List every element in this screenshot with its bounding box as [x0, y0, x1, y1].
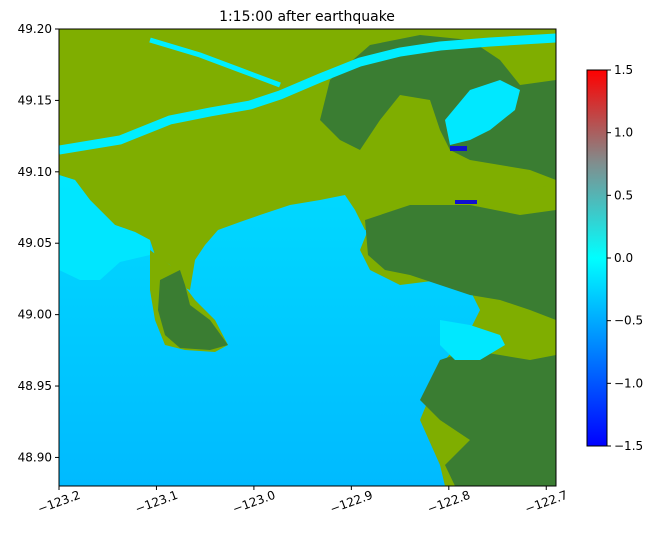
y-tick-label: 49.10	[18, 165, 52, 179]
colorbar-tick-label: 1.5	[614, 63, 633, 77]
y-tick-label: 49.05	[18, 236, 52, 250]
negative-anomaly-streak	[455, 200, 477, 204]
mud-bay-water	[445, 80, 520, 145]
colorbar-tick-label: 1.0	[614, 126, 633, 140]
river-branch	[149, 37, 281, 88]
chart-title: 1:15:00 after earthquake	[219, 9, 395, 25]
heatmap-plot	[59, 29, 556, 486]
axes-frame	[58, 28, 557, 487]
x-tick-label: −123.0	[231, 488, 278, 516]
colorbar	[586, 69, 608, 447]
point-roberts-highland	[158, 270, 228, 350]
y-tick-label: 49.15	[18, 93, 52, 107]
y-axis: 49.20 49.15 49.10 49.05 49.00 48.95 48.90	[18, 22, 59, 464]
y-tick-label: 48.90	[18, 450, 52, 464]
x-tick-label: −123.2	[36, 488, 83, 516]
nearshore-shelf	[59, 175, 150, 280]
boundary-bay-water	[440, 320, 505, 360]
southeast-highland	[420, 350, 556, 486]
colorbar-tick-label: 0.5	[614, 188, 633, 202]
colorbar-tick-label: −0.5	[614, 314, 643, 328]
x-tick-label: −122.8	[426, 488, 473, 516]
y-tick-label: 49.00	[18, 308, 52, 322]
colorbar-axis: 1.5 1.0 0.5 0.0 −0.5 −1.0 −1.5	[607, 63, 643, 453]
x-tick-label: −122.9	[328, 488, 375, 516]
colorbar-tick-label: −1.5	[614, 439, 643, 453]
x-tick-label: −122.7	[523, 488, 570, 516]
x-axis: −123.2 −123.1 −123.0 −122.9 −122.8 −122.7	[36, 486, 570, 516]
y-tick-label: 48.95	[18, 379, 52, 393]
colorbar-tick-label: 0.0	[614, 251, 633, 265]
x-tick-label: −123.1	[133, 488, 180, 516]
east-highland	[365, 205, 556, 320]
negative-anomaly-spot	[450, 146, 467, 151]
y-tick-label: 49.20	[18, 22, 52, 36]
northeast-highland	[320, 35, 556, 180]
fraser-river	[59, 33, 556, 155]
colorbar-tick-label: −1.0	[614, 376, 643, 390]
